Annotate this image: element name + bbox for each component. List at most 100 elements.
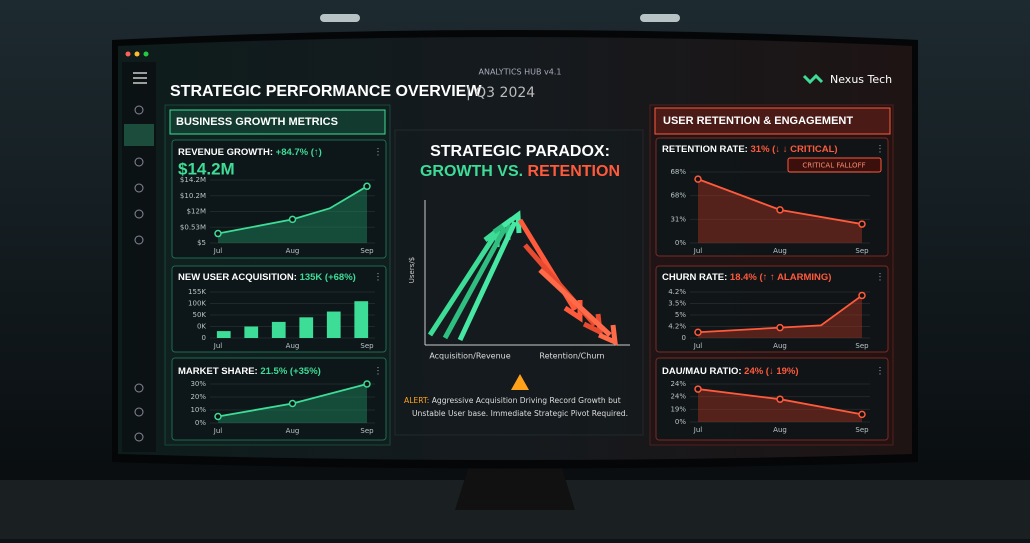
y-tick-label: 68% — [670, 192, 686, 200]
card-big-value: $14.2M — [178, 159, 235, 178]
badge — [787, 157, 882, 173]
menu-icon[interactable] — [133, 72, 147, 84]
card-change: 135K (+68%) — [300, 272, 356, 283]
card-change: +84.7% (↑) — [276, 147, 322, 158]
y-tick-label: 0K — [197, 323, 206, 331]
bar — [271, 321, 286, 338]
x-tick-label: Aug — [773, 247, 787, 255]
nav-icon[interactable] — [134, 235, 144, 245]
y-tick-label: 3.5% — [668, 300, 686, 308]
y-tick-label: 0% — [675, 239, 686, 247]
line — [697, 294, 863, 334]
x-tick-label: Sep — [360, 427, 374, 435]
period: | Q3 2024 — [466, 85, 535, 101]
brand-logo — [802, 73, 824, 85]
card-title: NEW USER ACQUISITION: 135K (+68%) — [178, 272, 356, 283]
y-tick-label: 19% — [670, 405, 686, 413]
card-label: RETENTION RATE: — [662, 144, 748, 155]
nav-icon[interactable] — [134, 209, 144, 219]
y-tick-label: 0 — [202, 334, 206, 342]
card-menu: ⋮ — [374, 367, 383, 377]
retention-arrows — [517, 218, 618, 347]
line-area — [698, 295, 862, 338]
y-tick-label: $12M — [187, 208, 206, 216]
paradox-y-label: Users/$ — [408, 257, 416, 283]
card-change: 31% (↓ ↓ CRITICAL) — [751, 144, 838, 155]
y-tick-label: 4.2% — [668, 288, 686, 296]
point — [776, 323, 784, 332]
card-menu: ⋮ — [876, 273, 885, 283]
card-title: DAU/MAU RATIO: 24% (↓ 19%) — [662, 366, 799, 377]
page-title: STRATEGIC PERFORMANCE OVERVIEW — [170, 83, 482, 100]
card — [171, 357, 387, 441]
app-title: ANALYTICS HUB v4.1 — [478, 68, 561, 77]
alert-label: ALERT: — [404, 396, 429, 405]
left-panel-header — [169, 109, 386, 135]
x-tick-label: Jul — [693, 342, 703, 350]
point — [694, 328, 702, 336]
card-title: MARKET SHARE: 21.5% (+35%) — [178, 366, 321, 377]
y-tick-label: $5 — [197, 239, 206, 247]
point — [214, 412, 222, 421]
point — [858, 291, 866, 300]
bar — [244, 326, 259, 338]
card-label: CHURN RATE: — [662, 272, 727, 283]
center-title: STRATEGIC PARADOX: — [430, 143, 610, 160]
point — [363, 380, 371, 388]
alert-icon — [511, 374, 529, 390]
sidebar — [122, 62, 156, 452]
nav-icon[interactable] — [134, 183, 144, 193]
alert-text: Aggressive Acquisition Driving Record Gr… — [432, 396, 621, 405]
x-tick-label: Aug — [773, 342, 787, 350]
left-panel-title: BUSINESS GROWTH METRICS — [176, 116, 338, 128]
y-tick-label: 20% — [190, 393, 206, 401]
arrow — [538, 268, 618, 347]
bar — [326, 311, 341, 338]
y-tick-label: 0% — [195, 419, 206, 427]
nav-icon[interactable] — [134, 432, 144, 442]
right-panel-header — [654, 107, 891, 135]
nav-icon[interactable] — [134, 105, 144, 115]
x-tick-label: Sep — [855, 426, 869, 434]
x-tick-label: Jul — [213, 427, 223, 435]
card-title: CHURN RATE: 18.4% (↑ ↑ ALARMING) — [662, 272, 831, 283]
card-label: REVENUE GROWTH: — [178, 147, 273, 158]
nav-icon[interactable] — [134, 157, 144, 167]
window-dot — [143, 51, 149, 57]
ceiling-light — [640, 14, 680, 22]
y-tick-label: 4.2% — [668, 323, 686, 331]
y-tick-label: 0% — [675, 418, 686, 426]
window-dot — [134, 51, 140, 57]
y-tick-label: $10.2M — [180, 192, 206, 200]
badge-text: CRITICAL FALLOFF — [802, 162, 865, 170]
point — [288, 399, 297, 408]
x-tick-label: Jul — [213, 247, 223, 255]
right-panel-title: USER RETENTION & ENGAGEMENT — [663, 115, 853, 127]
growth-arrows — [427, 210, 522, 342]
card-label: MARKET SHARE: — [178, 366, 258, 377]
x-tick-label: Aug — [286, 342, 300, 350]
x-tick-label: Sep — [855, 342, 869, 350]
arrow — [457, 210, 522, 342]
x-tick-label: Sep — [360, 247, 374, 255]
point — [694, 385, 702, 393]
point — [858, 410, 866, 419]
alert-text: Unstable User base. Immediate Strategic … — [412, 409, 628, 418]
bar — [299, 317, 314, 338]
x-tick-label: Aug — [286, 427, 300, 435]
nav-icon[interactable] — [134, 407, 144, 417]
y-tick-label: 10% — [190, 406, 206, 414]
card-change: 24% (↓ 19%) — [744, 366, 798, 377]
x-tick-label: Jul — [213, 342, 223, 350]
x-tick-label: Jul — [693, 426, 703, 434]
card-change: 18.4% (↑ ↑ ALARMING) — [730, 272, 832, 283]
center-subtitle: GROWTH VS. RETENTION — [420, 163, 620, 180]
card-change: 21.5% (+35%) — [260, 366, 320, 377]
nav-icon[interactable] — [134, 383, 144, 393]
nav-active[interactable] — [124, 124, 154, 146]
ceiling-light — [320, 14, 360, 22]
paradox-x-left: Acquisition/Revenue — [429, 352, 510, 361]
card-menu: ⋮ — [374, 273, 383, 283]
